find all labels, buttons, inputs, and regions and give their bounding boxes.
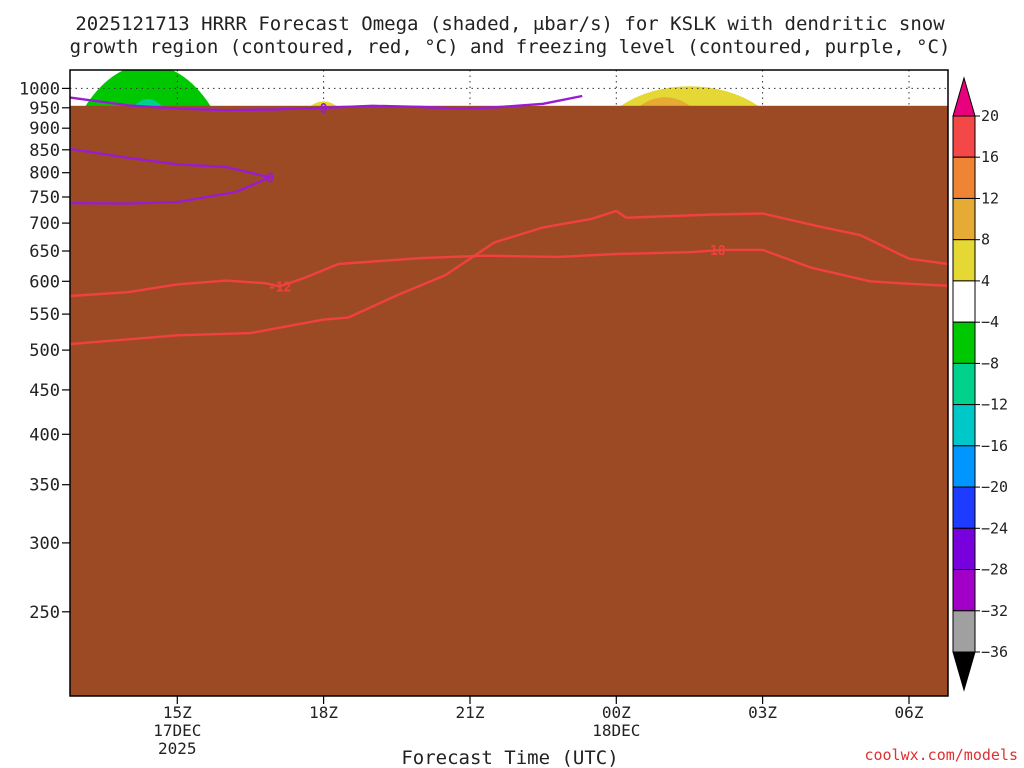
x-tick-label-18Z: 18Z bbox=[309, 703, 338, 722]
colorbar-bin-4 bbox=[952, 239, 976, 282]
x-tick-year-15Z: 2025 bbox=[158, 739, 197, 758]
chart-title-line-2: growth region (contoured, red, °C) and f… bbox=[70, 36, 951, 58]
y-tick-label-250: 250 bbox=[29, 603, 60, 623]
dgz-contour-line-0 bbox=[70, 248, 948, 298]
colorbar-bin-6 bbox=[952, 321, 976, 364]
colorbar-label-6: −8 bbox=[981, 354, 999, 372]
colorbar-bin-10 bbox=[952, 486, 976, 529]
x-tick-label-15Z: 15Z bbox=[163, 703, 192, 722]
y-tick-label-400: 400 bbox=[29, 425, 60, 445]
y-tick-label-350: 350 bbox=[29, 476, 60, 496]
colorbar-label-13: −36 bbox=[981, 643, 1008, 661]
y-tick-label-900: 900 bbox=[29, 119, 60, 139]
colorbar-bin-9 bbox=[952, 445, 976, 488]
colorbar-label-4: 4 bbox=[981, 272, 990, 290]
y-tick-label-850: 850 bbox=[29, 141, 60, 161]
colorbar-bin-11 bbox=[952, 527, 976, 570]
dgz-contour-line-1 bbox=[70, 209, 948, 346]
colorbar-label-7: −12 bbox=[981, 396, 1008, 414]
x-tick-label-00Z: 00Z bbox=[602, 703, 631, 722]
colorbar-label-12: −32 bbox=[981, 602, 1008, 620]
y-tick-label-800: 800 bbox=[29, 164, 60, 184]
y-tick-label-650: 650 bbox=[29, 242, 60, 262]
x-tick-date-00Z: 18DEC bbox=[592, 721, 640, 740]
y-tick-label-500: 500 bbox=[29, 341, 60, 361]
x-tick-date-15Z: 17DEC bbox=[153, 721, 201, 740]
x-tick-label-03Z: 03Z bbox=[748, 703, 777, 722]
y-tick-label-550: 550 bbox=[29, 305, 60, 325]
x-tick-label-06Z: 06Z bbox=[895, 703, 924, 722]
colorbar-label-9: −20 bbox=[981, 478, 1008, 496]
plot-frame bbox=[69, 69, 949, 697]
colorbar-label-8: −16 bbox=[981, 437, 1008, 455]
colorbar: 20 16 12 8 4 −4 −8 −12 −16 −20 −24 −28 −32 −36 bbox=[952, 76, 1008, 692]
freezing-level-contour-label-1: 0 bbox=[266, 171, 274, 186]
y-tick-label-750: 750 bbox=[29, 188, 60, 208]
colorbar-label-11: −28 bbox=[981, 561, 1008, 579]
y-tick-label-450: 450 bbox=[29, 381, 60, 401]
colorbar-label-5: −4 bbox=[981, 313, 999, 331]
colorbar-bottom-arrow bbox=[952, 651, 976, 692]
colorbar-label-10: −24 bbox=[981, 519, 1008, 537]
colorbar-bin-1 bbox=[952, 115, 976, 158]
colorbar-label-3: 8 bbox=[981, 231, 990, 249]
y-tick-label-700: 700 bbox=[29, 214, 60, 234]
contour-lines: -12 -18 0 0 bbox=[70, 94, 948, 346]
y-tick-label-950: 950 bbox=[29, 99, 60, 119]
y-axis: 2503003504004505005506006507007508008509… bbox=[19, 79, 70, 623]
dgz-contour-label-1: -18 bbox=[702, 244, 726, 259]
chart-title-line-1: 2025121713 HRRR Forecast Omega (shaded, … bbox=[75, 13, 945, 35]
colorbar-bin-5 bbox=[952, 280, 976, 323]
colorbar-bin-12 bbox=[952, 569, 976, 612]
colorbar-bin-13 bbox=[952, 610, 976, 653]
y-tick-label-1000: 1000 bbox=[19, 79, 60, 99]
y-tick-label-600: 600 bbox=[29, 272, 60, 292]
freezing-level-contour-label-0: 0 bbox=[320, 102, 328, 117]
ground-surface bbox=[70, 105, 948, 696]
colorbar-label-1: 16 bbox=[981, 148, 999, 166]
y-tick-label-300: 300 bbox=[29, 534, 60, 554]
x-axis-label: Forecast Time (UTC) bbox=[401, 747, 618, 768]
colorbar-bin-3 bbox=[952, 198, 976, 241]
freezing-level-contour-line-1 bbox=[70, 147, 272, 205]
colorbar-bin-7 bbox=[952, 362, 976, 406]
freezing-level-contour-line-0 bbox=[70, 94, 583, 112]
dgz-contour-label-0: -12 bbox=[268, 280, 291, 295]
colorbar-bin-2 bbox=[952, 156, 976, 199]
colorbar-label-2: 12 bbox=[981, 190, 999, 208]
credit-text: coolwx.com/models bbox=[864, 746, 1018, 764]
colorbar-label-0: 20 bbox=[981, 107, 999, 125]
colorbar-top-arrow bbox=[952, 76, 976, 117]
colorbar-bin-8 bbox=[952, 404, 976, 447]
x-tick-label-21Z: 21Z bbox=[456, 703, 485, 722]
